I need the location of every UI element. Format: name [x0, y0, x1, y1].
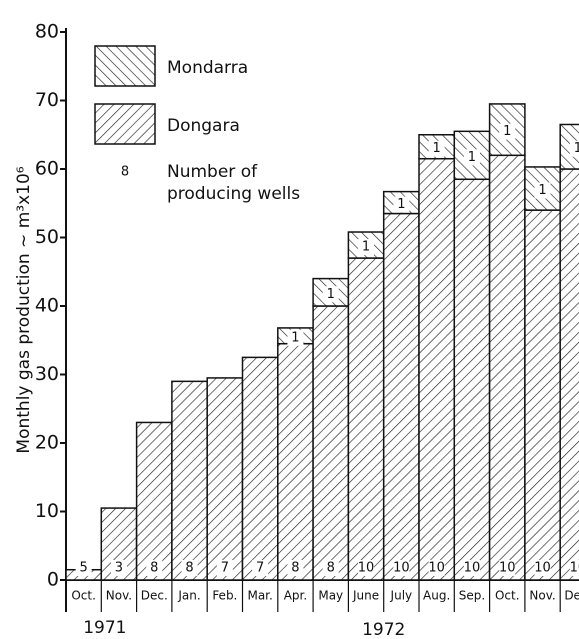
wells-label-bg	[358, 239, 375, 256]
wells-label-bg	[534, 560, 551, 576]
bar-segment	[524, 209, 561, 581]
x-tick-label: Oct.	[71, 589, 96, 603]
wells-label-bg	[569, 140, 579, 157]
wells-label: 8	[291, 561, 299, 576]
y-tick-label: 0	[47, 569, 59, 591]
bar-segment	[312, 305, 350, 581]
x-tick-label: Sep.	[459, 589, 485, 603]
wells-label-bg	[216, 560, 233, 576]
legend-swatch	[94, 103, 156, 145]
x-tick-label: Feb.	[212, 589, 237, 603]
wells-label-bg	[252, 560, 269, 576]
bar-segment	[559, 168, 579, 581]
wells-label-bg	[322, 560, 339, 576]
x-tick-label: Dec.	[564, 589, 579, 603]
wells-label-bg	[393, 560, 410, 576]
wells-label-bg	[499, 123, 516, 140]
wells-label: 1	[433, 141, 441, 156]
wells-label: 1	[327, 287, 335, 302]
wells-label-bg	[428, 140, 445, 157]
wells-label: 1	[397, 197, 405, 212]
legend-wells-label: Number of producing wells	[167, 162, 300, 204]
wells-label: 7	[256, 561, 264, 576]
y-tick-label: 70	[35, 89, 59, 111]
wells-label-bg	[287, 560, 304, 576]
wells-label-bg	[499, 560, 516, 576]
wells-label: 10	[464, 561, 481, 576]
wells-label: 3	[115, 561, 123, 576]
y-tick-label: 50	[35, 226, 59, 248]
wells-label: 10	[358, 561, 375, 576]
wells-label: 1	[503, 124, 511, 139]
legend-wells-sample: 8	[121, 165, 129, 180]
wells-label: 10	[499, 561, 516, 576]
wells-label: 1	[468, 150, 476, 165]
bar-segment	[347, 257, 385, 581]
wells-label-bg	[428, 560, 445, 576]
x-tick-label: Dec.	[141, 589, 168, 603]
x-tick-label: Aug.	[423, 589, 450, 603]
bar-segment	[206, 377, 244, 581]
wells-label: 5	[80, 561, 88, 576]
x-tick-label: May	[318, 589, 343, 603]
x-tick-label: June	[352, 589, 379, 603]
y-tick-label: 60	[35, 158, 59, 180]
bar-segment	[453, 178, 491, 581]
wells-label: 1	[574, 141, 579, 156]
y-tick-label: 30	[35, 363, 59, 385]
legend-swatch	[94, 45, 156, 87]
y-tick-label: 20	[35, 432, 59, 454]
wells-label-bg	[463, 149, 480, 166]
wells-label-bg	[393, 196, 410, 213]
y-axis-label: Monthly gas production ~ m³x10⁶	[14, 166, 34, 453]
x-tick-label: Mar.	[247, 589, 272, 603]
wells-label-bg	[358, 560, 375, 576]
wells-label-bg	[534, 182, 551, 199]
bar-segment	[171, 380, 208, 581]
wells-label: 10	[428, 561, 445, 576]
wells-label: 1	[538, 183, 546, 198]
wells-label: 7	[221, 561, 229, 576]
x-tick-label: Oct.	[495, 589, 520, 603]
x-tick-label: Nov.	[529, 589, 555, 603]
wells-label: 1	[362, 240, 370, 255]
y-tick-label: 10	[35, 500, 59, 522]
legend-label: Mondarra	[167, 58, 248, 78]
bar-segment	[241, 356, 279, 581]
wells-label-bg	[181, 560, 198, 576]
year-label: 1971	[83, 618, 126, 638]
x-tick-label: Apr.	[284, 589, 307, 603]
bar-segment	[488, 154, 526, 581]
wells-label: 8	[185, 561, 193, 576]
bar-segment	[382, 212, 420, 581]
x-tick-label: July	[390, 589, 413, 603]
x-tick-label: Nov.	[106, 589, 132, 603]
x-tick-label: Jan.	[177, 589, 200, 603]
legend-label: Dongara	[167, 116, 240, 136]
wells-label: 10	[393, 561, 410, 576]
bar-segment	[559, 123, 579, 170]
wells-label-bg	[110, 560, 127, 576]
wells-label-bg	[146, 560, 163, 576]
y-tick-label: 40	[35, 295, 59, 317]
year-label: 1972	[362, 620, 405, 639]
wells-label: 1	[291, 330, 299, 345]
y-tick-label: 80	[35, 21, 59, 43]
wells-label-bg	[569, 560, 579, 576]
wells-label-bg	[322, 286, 339, 303]
wells-label: 8	[150, 561, 158, 576]
bar-segment	[277, 342, 314, 581]
bar-segment	[135, 421, 173, 581]
bar-segment	[418, 157, 456, 581]
wells-label-bg	[75, 560, 92, 576]
wells-label-bg	[287, 329, 304, 346]
wells-label: 8	[327, 561, 335, 576]
wells-label: 10	[570, 561, 579, 576]
wells-label: 10	[534, 561, 551, 576]
wells-label-bg	[463, 560, 480, 576]
